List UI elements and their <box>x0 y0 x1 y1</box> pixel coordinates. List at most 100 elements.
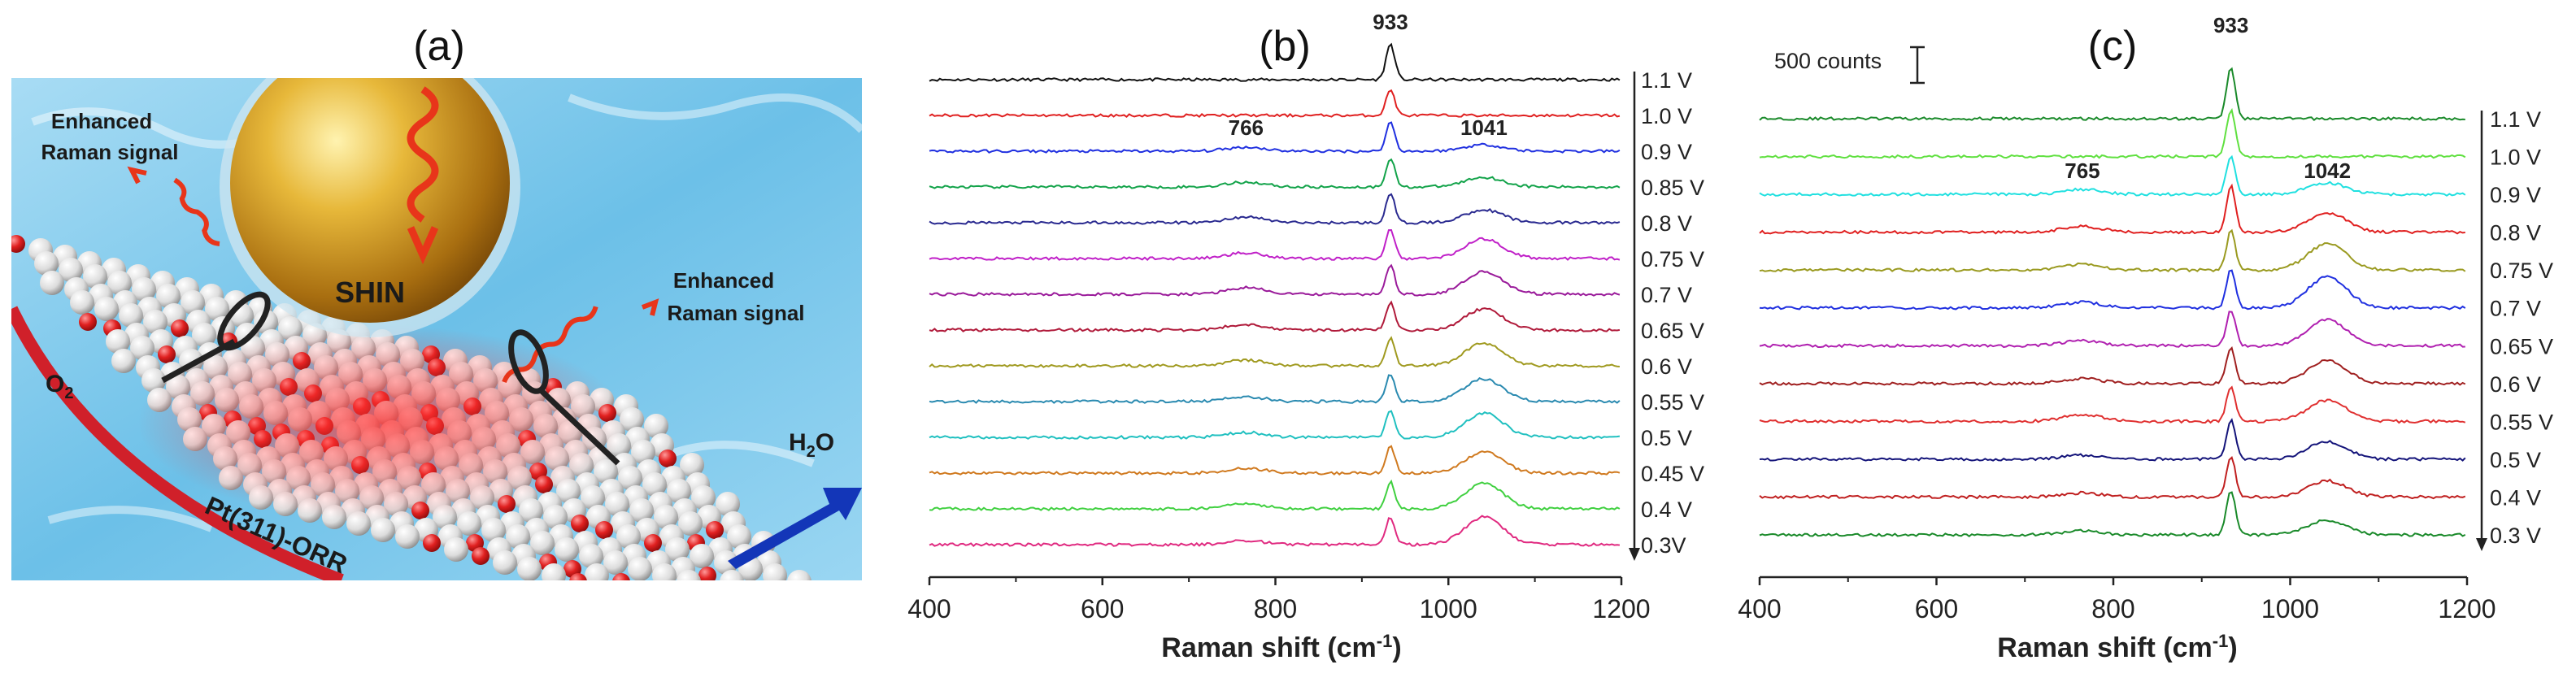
voltage-label: 0.55 V <box>2490 410 2553 434</box>
pt-atom <box>143 310 168 334</box>
peak-label: 766 <box>1229 115 1264 140</box>
voltage-label: 0.5 V <box>2490 448 2541 472</box>
bond-handle-left <box>161 338 236 384</box>
pt-atom <box>579 544 603 568</box>
pt-atom <box>652 563 677 580</box>
pt-atom <box>618 466 642 490</box>
spectrum-line <box>1759 154 2466 197</box>
pt-atom <box>83 264 107 289</box>
scatter-arrow-left <box>127 166 147 185</box>
scatter-arrow-right <box>641 298 659 316</box>
pt-atom <box>631 440 655 464</box>
voltage-label: 0.9 V <box>2490 183 2541 207</box>
pt-atom <box>644 414 668 438</box>
peak-label: 1041 <box>1460 115 1508 140</box>
pt-atom <box>720 570 744 580</box>
incident-laser-wave <box>407 86 439 223</box>
spectrum-line <box>1759 418 2466 462</box>
surface-edge-arc <box>11 306 344 580</box>
spectrum-line <box>929 515 1621 547</box>
o2-label: O2 <box>46 371 73 402</box>
pt-atom <box>181 290 205 315</box>
pt-atom <box>94 297 119 321</box>
oxygen-atom <box>644 534 662 552</box>
potential-arrow-head <box>2476 538 2487 551</box>
pt-atom <box>107 271 132 295</box>
pt-atom <box>519 498 543 523</box>
pt-atom <box>493 550 517 575</box>
pt-atom <box>106 329 130 354</box>
pt-atom <box>542 563 566 580</box>
h2o-label: H2O <box>789 429 834 461</box>
oxygen-atom <box>423 534 441 552</box>
spectrum-line <box>929 42 1621 82</box>
pt-atom <box>59 258 83 282</box>
voltage-label: 0.55 V <box>1641 390 1704 415</box>
spectrum-line <box>929 479 1621 511</box>
pt-atom <box>691 485 716 510</box>
pt-atom <box>70 290 94 315</box>
voltage-label: 1.0 V <box>1641 104 1692 128</box>
voltage-label: 0.85 V <box>1641 176 1704 200</box>
oxygen-atom <box>472 547 490 565</box>
spectrum-line <box>1759 67 2465 122</box>
spectrum-line <box>929 193 1621 225</box>
pt-atom <box>585 563 609 580</box>
voltage-label: 1.0 V <box>2490 146 2541 170</box>
x-tick-label: 400 <box>907 594 951 623</box>
peak-label: 1042 <box>2304 159 2351 183</box>
x-tick-label: 800 <box>1254 594 1297 623</box>
potential-arrow-head <box>1629 548 1640 561</box>
spectrum-line <box>1759 455 2466 500</box>
scale-bar <box>1910 46 1925 85</box>
voltage-label: 0.75 V <box>1641 247 1704 271</box>
oxygen-atom <box>706 521 724 539</box>
x-tick-label: 1200 <box>1592 594 1650 623</box>
voltage-label: 0.6 V <box>2490 372 2541 397</box>
laser-arrow-head <box>407 226 439 265</box>
voltage-label: 0.45 V <box>1641 462 1704 486</box>
raman-label-right: Raman signal <box>667 301 804 325</box>
spectrum-line <box>929 121 1621 154</box>
x-tick-label: 1000 <box>2261 594 2319 623</box>
bond-handle-right <box>538 388 620 466</box>
scale-bar-label: 500 counts <box>1774 49 1882 73</box>
spectrum-line <box>929 263 1621 297</box>
pt-atom <box>205 297 229 321</box>
pt-atom <box>130 336 154 360</box>
voltage-label: 0.3 V <box>2490 523 2541 548</box>
spectrum-line <box>1759 385 2466 424</box>
bond-loop-right <box>508 329 549 394</box>
x-tick-label: 1000 <box>1420 594 1477 623</box>
chart-c-plot: 1.1 V 1.0 V 0.9 V 0.8 V 0.75 V 0.7 V 0.65 V 0.6… <box>1738 13 2553 623</box>
pt-atom <box>716 492 740 516</box>
voltage-label: 0.65 V <box>1641 319 1704 343</box>
pt-atom <box>690 544 714 568</box>
pt-atom <box>763 563 787 580</box>
chart-b-x-axis-title: Raman shift (cm-1) <box>1161 631 1401 663</box>
pt-atom <box>517 557 542 580</box>
panel-a-label: (a) <box>413 23 465 70</box>
pt-atom <box>34 251 59 276</box>
panel-c-label: (c) <box>2088 23 2138 70</box>
reaction-glow <box>138 325 626 520</box>
enhanced-label-left: Enhanced <box>51 109 152 133</box>
spectrum-line <box>1759 107 2466 159</box>
x-tick-label: 600 <box>1081 594 1124 623</box>
spectrum-line <box>929 336 1620 368</box>
pt-atom <box>371 518 395 542</box>
chart-panel-c: (c) 500 counts 1.1 V 1.0 V 0.9 V 0.8 V 0.75 … <box>1738 13 2553 663</box>
pt-atom <box>677 570 701 580</box>
spectrum-line <box>929 445 1621 476</box>
voltage-label: 1.1 V <box>2490 107 2541 132</box>
pt-atom <box>530 531 555 555</box>
pt-atom <box>444 537 468 562</box>
pt-atom <box>156 284 181 308</box>
pt-atom <box>680 453 704 477</box>
spectrum-line <box>1759 269 2466 311</box>
voltage-label: 0.8 V <box>1641 211 1692 236</box>
spectrum-line <box>1759 311 2465 349</box>
voltage-label: 0.5 V <box>1641 426 1692 450</box>
oxygen-atom <box>158 345 176 363</box>
voltage-label: 0.7 V <box>1641 283 1692 307</box>
